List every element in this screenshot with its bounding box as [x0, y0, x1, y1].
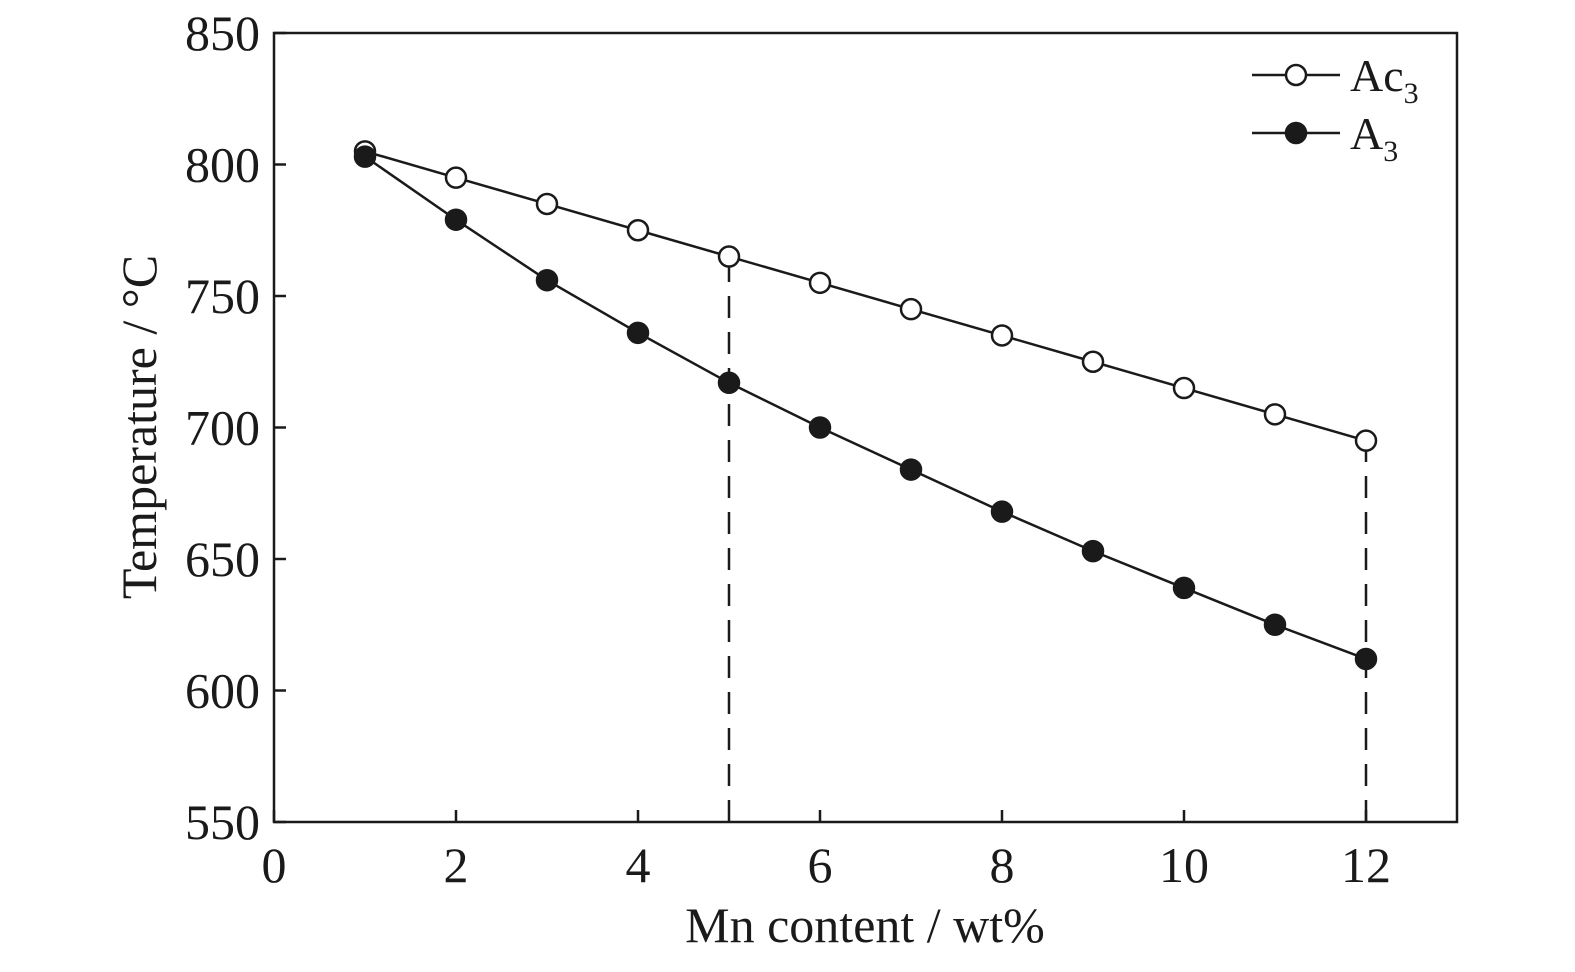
series-line-0 — [364, 150, 1367, 442]
data-point-series-0 — [808, 271, 832, 295]
data-point-series-1 — [1081, 539, 1105, 563]
data-point-series-0 — [1354, 429, 1378, 452]
x-tick-label: 10 — [1159, 837, 1209, 893]
legend-label-0: Ac3 — [1350, 50, 1419, 110]
data-point-series-1 — [990, 500, 1014, 523]
data-point-series-1 — [1172, 576, 1196, 600]
legend-marker-1 — [1284, 121, 1308, 145]
y-tick-label: 800 — [185, 137, 260, 193]
data-point-series-0 — [717, 245, 741, 268]
y-tick-label: 750 — [185, 268, 260, 324]
x-tick-label: 6 — [808, 837, 833, 893]
data-point-series-1 — [899, 458, 923, 481]
x-axis-title: Mn content / wt% — [685, 897, 1045, 953]
plot-frame — [272, 31, 1459, 824]
data-point-series-1 — [626, 321, 650, 345]
data-point-series-0 — [1263, 403, 1287, 426]
data-point-series-1 — [1263, 613, 1287, 636]
data-point-series-0 — [444, 166, 468, 189]
data-point-series-1 — [1354, 647, 1378, 671]
y-tick-label: 600 — [185, 663, 260, 719]
data-point-series-1 — [535, 268, 559, 292]
y-tick-label: 850 — [185, 5, 260, 61]
x-axis-ticks: 0 2 4 6 8 10 12 — [262, 810, 1391, 893]
y-axis-title: Temperature / °C — [111, 255, 167, 599]
data-point-series-0 — [535, 192, 559, 216]
y-tick-label: 550 — [185, 794, 260, 850]
reference-lines — [727, 256, 1368, 822]
y-tick-label: 700 — [185, 400, 260, 456]
y-axis-ticks: 550 600 650 700 750 800 850 — [185, 5, 286, 850]
data-point-series-0 — [899, 297, 923, 321]
x-tick-label: 2 — [444, 837, 469, 893]
data-point-series-0 — [1172, 376, 1196, 400]
x-tick-label: 0 — [262, 837, 287, 893]
series-line-1 — [364, 155, 1367, 661]
data-point-series-0 — [990, 324, 1014, 347]
data-point-series-1 — [444, 208, 468, 231]
x-tick-label: 4 — [626, 837, 651, 893]
x-tick-label: 12 — [1341, 837, 1391, 893]
series-layer — [353, 140, 1378, 671]
data-point-series-1 — [353, 145, 377, 168]
y-tick-label: 650 — [185, 531, 260, 587]
x-tick-label: 8 — [990, 837, 1015, 893]
legend-marker-0 — [1284, 63, 1308, 87]
data-point-series-1 — [717, 371, 741, 395]
legend-label-1: A3 — [1350, 108, 1398, 168]
data-point-series-0 — [1081, 350, 1105, 373]
data-point-series-0 — [626, 219, 650, 242]
data-point-series-1 — [808, 416, 832, 439]
